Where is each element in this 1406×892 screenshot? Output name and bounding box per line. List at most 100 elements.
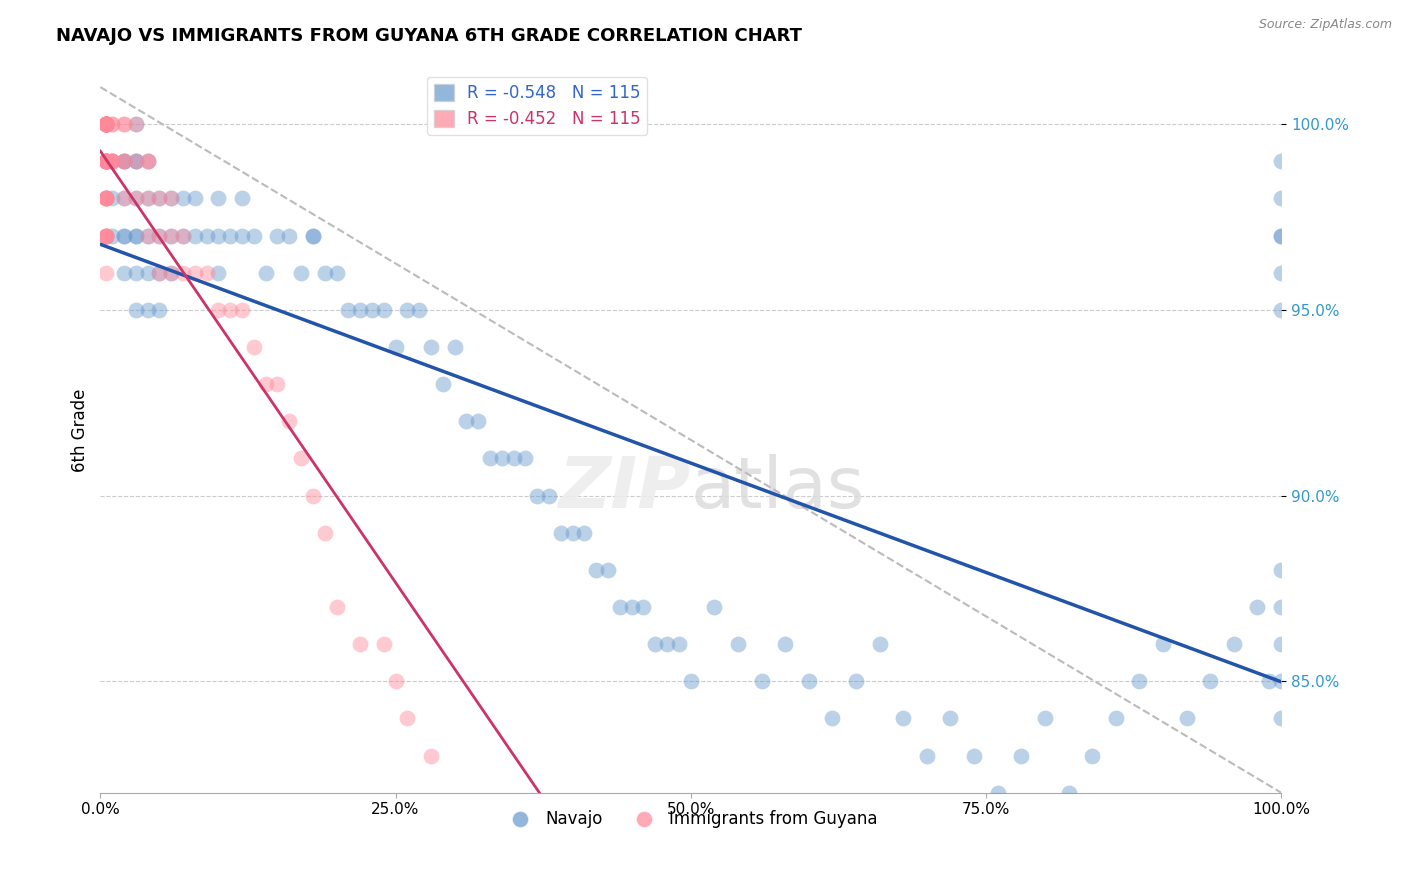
Point — [479, 451, 502, 466]
Point — [96, 117, 118, 131]
Point — [432, 377, 454, 392]
Point — [443, 340, 465, 354]
Point — [136, 192, 159, 206]
Point — [1270, 228, 1292, 243]
Point — [125, 192, 148, 206]
Point — [101, 228, 124, 243]
Point — [96, 228, 118, 243]
Point — [515, 451, 537, 466]
Point — [443, 860, 465, 874]
Point — [172, 266, 194, 280]
Point — [550, 525, 572, 540]
Point — [939, 711, 962, 725]
Point — [96, 228, 118, 243]
Point — [96, 117, 118, 131]
Point — [1270, 711, 1292, 725]
Point — [160, 192, 183, 206]
Point — [727, 637, 749, 651]
Point — [302, 228, 325, 243]
Point — [396, 302, 419, 317]
Point — [101, 154, 124, 169]
Point — [112, 228, 135, 243]
Point — [96, 228, 118, 243]
Point — [1270, 674, 1292, 689]
Point — [456, 414, 478, 428]
Point — [136, 266, 159, 280]
Point — [125, 302, 148, 317]
Point — [96, 154, 118, 169]
Point — [148, 192, 170, 206]
Point — [585, 563, 607, 577]
Point — [1270, 563, 1292, 577]
Text: atlas: atlas — [690, 454, 865, 523]
Point — [96, 266, 118, 280]
Point — [1033, 711, 1056, 725]
Point — [96, 154, 118, 169]
Point — [112, 266, 135, 280]
Point — [1246, 599, 1268, 614]
Point — [96, 154, 118, 169]
Point — [314, 266, 336, 280]
Point — [96, 192, 118, 206]
Point — [231, 302, 253, 317]
Point — [112, 154, 135, 169]
Point — [160, 266, 183, 280]
Point — [136, 192, 159, 206]
Point — [112, 154, 135, 169]
Point — [172, 228, 194, 243]
Point — [96, 117, 118, 131]
Point — [96, 117, 118, 131]
Point — [96, 192, 118, 206]
Point — [172, 192, 194, 206]
Point — [1258, 674, 1281, 689]
Point — [1270, 192, 1292, 206]
Point — [125, 228, 148, 243]
Point — [891, 711, 914, 725]
Point — [96, 117, 118, 131]
Point — [266, 228, 288, 243]
Point — [184, 228, 207, 243]
Point — [148, 228, 170, 243]
Point — [148, 302, 170, 317]
Point — [290, 266, 312, 280]
Point — [420, 748, 443, 763]
Point — [609, 599, 631, 614]
Point — [195, 228, 218, 243]
Point — [125, 266, 148, 280]
Point — [101, 192, 124, 206]
Point — [96, 117, 118, 131]
Point — [96, 154, 118, 169]
Point — [136, 302, 159, 317]
Point — [96, 117, 118, 131]
Point — [207, 192, 229, 206]
Point — [101, 154, 124, 169]
Point — [1105, 711, 1128, 725]
Point — [337, 302, 360, 317]
Point — [325, 599, 347, 614]
Point — [243, 340, 266, 354]
Point — [96, 117, 118, 131]
Point — [125, 154, 148, 169]
Point — [231, 192, 253, 206]
Point — [302, 228, 325, 243]
Point — [491, 451, 513, 466]
Point — [1270, 228, 1292, 243]
Point — [266, 377, 288, 392]
Point — [1270, 154, 1292, 169]
Point — [408, 302, 430, 317]
Y-axis label: 6th Grade: 6th Grade — [72, 389, 89, 472]
Legend: Navajo, Immigrants from Guyana: Navajo, Immigrants from Guyana — [496, 804, 884, 835]
Point — [96, 117, 118, 131]
Point — [219, 228, 242, 243]
Point — [101, 154, 124, 169]
Point — [302, 489, 325, 503]
Point — [101, 154, 124, 169]
Point — [112, 154, 135, 169]
Point — [373, 637, 395, 651]
Point — [314, 525, 336, 540]
Point — [869, 637, 891, 651]
Point — [160, 228, 183, 243]
Point — [1081, 748, 1104, 763]
Point — [125, 228, 148, 243]
Point — [96, 154, 118, 169]
